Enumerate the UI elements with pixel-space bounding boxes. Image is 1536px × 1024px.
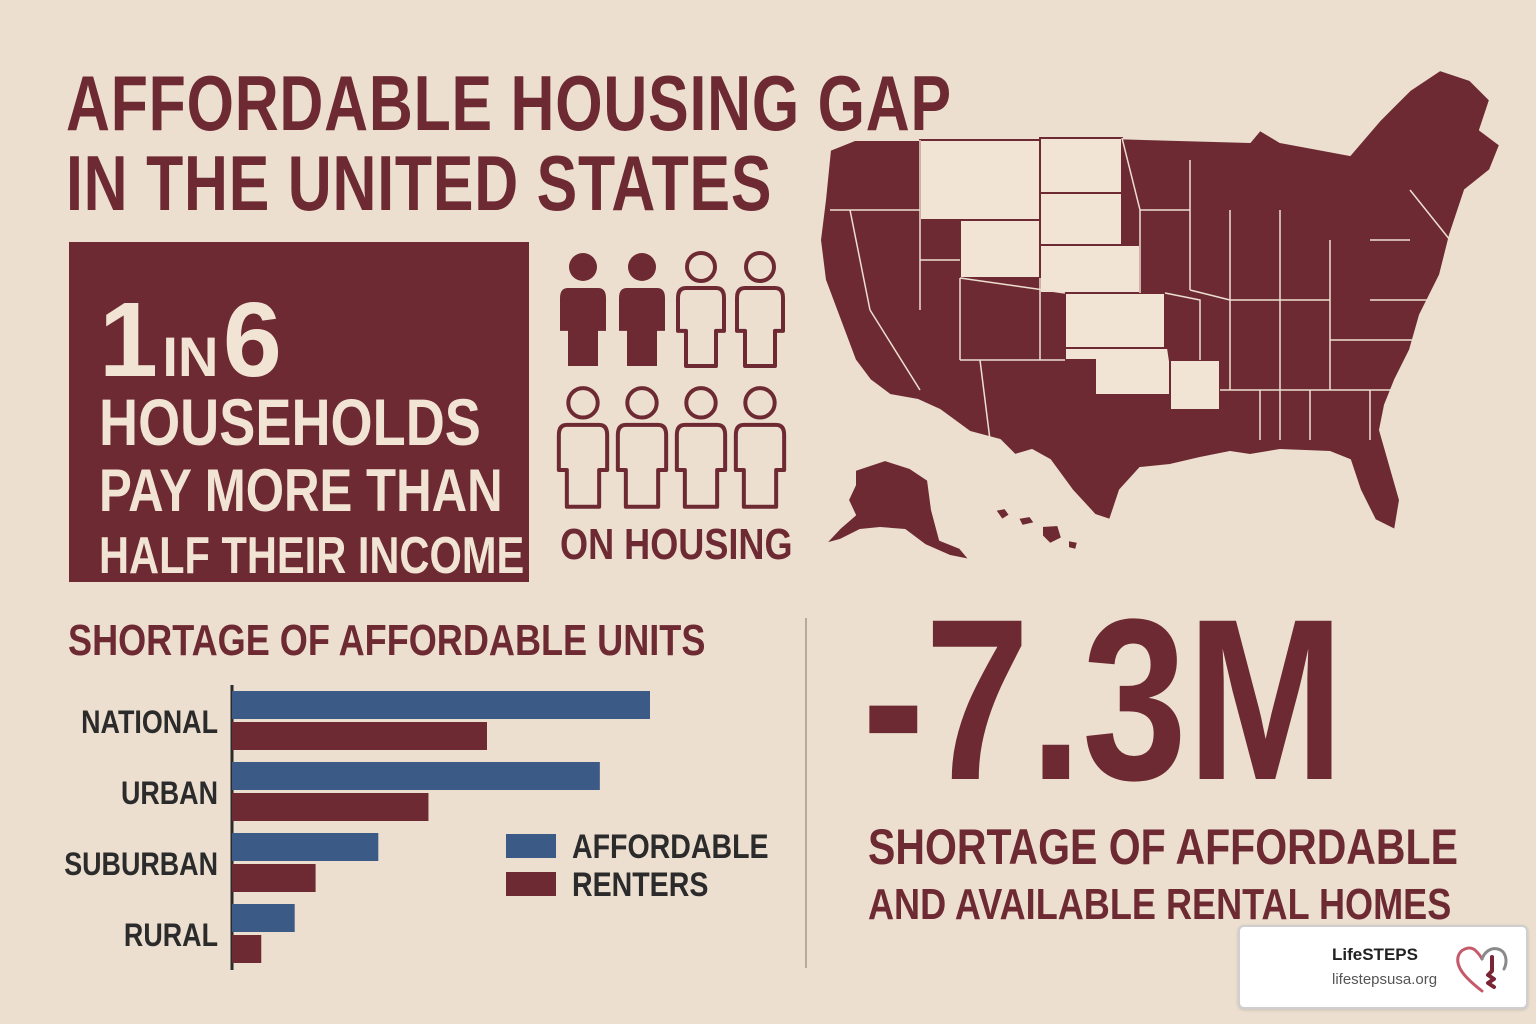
state-south-dakota	[1039, 192, 1123, 246]
ratio-in: IN	[162, 325, 219, 388]
category-label: URBAN	[121, 776, 218, 812]
alaska-shape	[824, 459, 971, 561]
ratio-line: 1 IN 6	[99, 280, 282, 401]
stat-box: 1 IN 6 HOUSEHOLDS PAY MORE THAN HALF THE…	[69, 242, 529, 585]
logo-card[interactable]: LifeSTEPS lifestepsusa.org	[1238, 925, 1528, 1009]
person-outline-icon	[615, 386, 669, 509]
title-line-2: IN THE UNITED STATES	[66, 139, 773, 227]
person-filled-icon	[619, 253, 665, 366]
legend-swatch-renters	[506, 872, 556, 896]
headline-value: -7.3M	[862, 571, 1345, 828]
state-north-dakota	[1039, 137, 1123, 194]
shortage-bar-chart: NATIONAL URBAN SUBURBAN RURAL AFFORDABLERENT…	[64, 685, 769, 970]
ratio-numerator: 1	[99, 281, 158, 399]
person-outline-icon	[556, 386, 610, 509]
legend-label: RENTERS	[572, 866, 708, 904]
bar-renters-national	[232, 722, 487, 750]
bar-affordable-national	[232, 691, 650, 719]
bar-affordable-urban	[232, 762, 600, 790]
logo-url[interactable]: lifestepsusa.org	[1332, 971, 1438, 988]
state-kansas	[1064, 292, 1166, 349]
category-label: RURAL	[124, 918, 218, 954]
person-outline-icon	[733, 386, 787, 509]
legend-swatch-affordable	[506, 834, 556, 858]
state-montana	[919, 139, 1041, 221]
state-wyoming	[959, 219, 1041, 279]
category-label: SUBURBAN	[64, 847, 218, 883]
bar-renters-suburban	[232, 864, 316, 892]
us-map-icon	[819, 69, 1501, 561]
state-arkansas	[1169, 359, 1221, 411]
heart-logo-icon	[1456, 946, 1508, 993]
category-label: NATIONAL	[81, 705, 218, 741]
on-housing-label: ON HOUSING	[560, 520, 793, 569]
bar-renters-urban	[232, 793, 429, 821]
stat-pay-more: PAY MORE THAN	[99, 457, 503, 524]
person-outline-icon	[674, 386, 728, 509]
person-outline-icon	[735, 251, 785, 368]
person-filled-icon	[560, 253, 606, 366]
stat-half-income: HALF THEIR INCOME	[99, 527, 525, 585]
bar-affordable-suburban	[232, 833, 379, 861]
headline-line-2: AND AVAILABLE RENTAL HOMES	[868, 880, 1452, 929]
person-outline-icon	[676, 251, 726, 368]
bar-affordable-rural	[232, 904, 295, 932]
headline-line-1: SHORTAGE OF AFFORDABLE	[868, 819, 1458, 875]
stat-households: HOUSEHOLDS	[99, 385, 481, 459]
legend-label: AFFORDABLE	[572, 828, 769, 866]
title-line-1: AFFORDABLE HOUSING GAP	[66, 59, 952, 147]
people-icon-grid	[556, 251, 787, 509]
bar-renters-rural	[232, 935, 262, 963]
hawaii-shape	[994, 507, 1079, 551]
chart-title: SHORTAGE OF AFFORDABLE UNITS	[68, 616, 706, 665]
logo-name: LifeSTEPS	[1332, 945, 1418, 964]
section-divider	[805, 618, 807, 968]
ratio-denominator: 6	[222, 281, 282, 399]
state-nebraska	[1039, 244, 1141, 294]
